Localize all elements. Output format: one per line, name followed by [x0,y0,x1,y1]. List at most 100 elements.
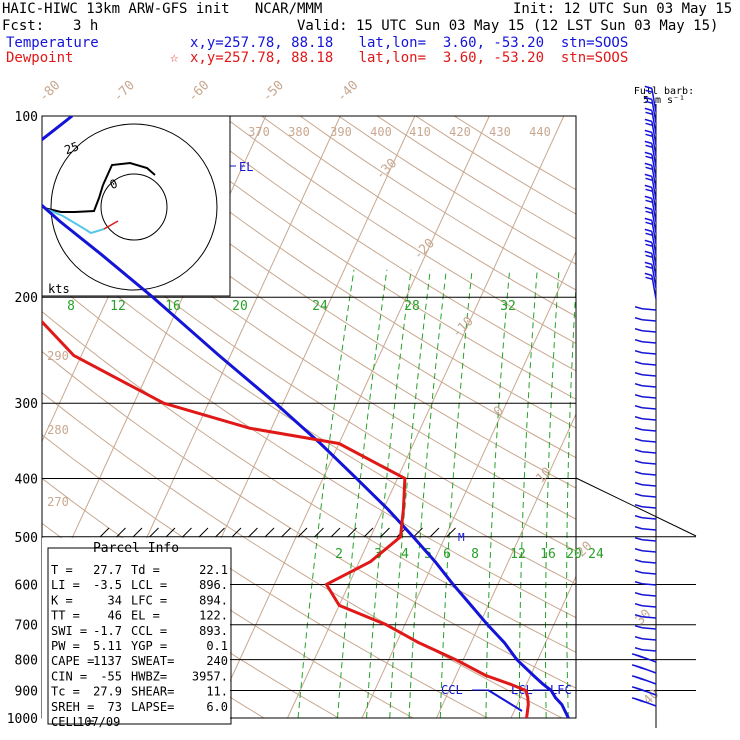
parcel-value: 46 [108,609,122,623]
parcel-label: LAPSE= [131,700,174,714]
wind-barb-flag [634,537,643,541]
parcel-value: 73 [108,700,122,714]
wind-barb-flag [634,416,643,420]
wind-barb-flag [645,232,653,237]
parcel-label: HWBZ= [131,669,167,683]
parcel-value: -1.7 [93,624,122,638]
freezing-level-hatch [446,527,456,538]
theta-line [42,434,489,718]
freezing-level-hatch [281,527,291,538]
wind-barb [641,484,657,487]
wind-barb [641,517,657,520]
pressure-tick-label: 900 [15,684,38,699]
theta-label: 440 [529,125,551,139]
mixing-ratio-line [545,269,560,718]
parcel-box-bg [42,538,230,724]
parcel-label: Tc = [51,685,80,699]
freezing-level-hatch [215,527,225,538]
parcel-value: 122. [199,609,228,623]
el-label: EL [239,160,253,174]
wind-barb-flag [634,317,643,321]
mixing-ratio-label: 24 [312,299,328,314]
freezing-level-hatch [198,527,209,538]
freezing-level-hatch [429,527,440,538]
wind-barb [641,418,657,421]
mixing-ratio-line [600,270,606,718]
temperature-legend: Temperature [6,35,99,51]
wind-barb-flag [634,570,643,574]
mixing-ratio-label: 6 [443,547,451,562]
theta-line [415,116,576,215]
valid-time: Valid: 15 UTC Sun 03 May 15 (12 LST Sun … [297,18,719,34]
freezing-level-hatch [380,527,390,538]
wind-barb-flag [634,592,643,596]
parcel-label: SWI = [51,624,87,638]
freezing-level-hatch [413,527,423,538]
isotherm-label: -70 [111,78,138,105]
wind-barb-flag [634,361,643,365]
freezing-level-hatch [248,527,258,538]
parcel-value: 11. [206,685,228,699]
wind-barb-flag [645,144,653,149]
pressure-tick-label: 800 [15,654,38,669]
parcel-value: 0.1 [206,639,228,653]
theta-label: 290 [47,349,69,363]
pressure-tick-label: 300 [15,397,38,412]
wind-barb-flag [645,243,653,248]
forecast-hour: 3 h [73,18,99,34]
parcel-title: Parcel Info [93,541,179,556]
parcel-value: 894. [199,593,228,607]
wind-barb-flag [634,526,643,530]
wind-barb-flag [645,89,653,94]
chart-header: HAIC-HIWC 13km ARW-GFS init NCAR/MMM Ini… [0,0,740,70]
mixing-ratio-label: 16 [540,547,556,562]
freezing-level-hatch [182,527,192,538]
freezing-level-hatch [132,527,143,538]
mixing-ratio-line [485,269,511,718]
parcel-label: LFC = [131,593,167,607]
hodograph-ring-label: 0 [108,176,120,192]
isotherm-line [586,116,740,718]
parcel-value: 893. [199,624,228,638]
wind-barb-flag [644,261,653,266]
mixing-ratio-line [584,270,592,718]
wind-barb-flag [644,228,653,233]
theta-line [42,161,576,520]
wind-barb [641,407,657,410]
wind-barb-flag [644,184,653,189]
theta-label: 410 [409,125,431,139]
parcel-label: LI = [51,578,80,592]
hodograph-ring-label: 25 [62,139,80,157]
wind-barb-flag [634,383,643,387]
parcel-value: 6.0 [206,700,228,714]
wind-barb-flag [639,655,647,660]
wind-barb [641,539,657,542]
wind-barb-flag [639,688,647,693]
mixing-ratio-label: 12 [510,547,526,562]
hodograph-trace-black [43,184,104,213]
hodograph-units: kts [48,282,70,296]
bevel-line [575,477,697,537]
theta-line [42,272,576,619]
chart-title: HAIC-HIWC 13km ARW-GFS init NCAR/MMM [2,1,323,17]
wind-barb-flag [645,100,653,105]
wind-barb [641,616,657,619]
pressure-tick-label: 200 [15,291,38,306]
theta-label: 430 [489,125,511,139]
wind-barb-flag [634,328,643,332]
mixing-ratio-label: 32 [500,299,516,314]
wind-barb-flag [634,614,643,618]
pressure-tick-label: 400 [15,472,38,487]
isotherm-label: -40 [334,78,361,105]
wind-barb-flag [634,339,643,343]
wind-barb-flag [644,195,653,200]
mixing-ratio-line [439,269,473,718]
wind-barb-flag [644,118,653,123]
wind-barb [641,572,657,575]
freezing-level-hatch [264,527,275,538]
theta-line [145,116,576,400]
ccl-label: CCL [441,683,463,697]
forecast-label: Fcst: [2,18,45,34]
wind-barb [641,506,657,509]
hodograph-trace-upper [102,161,156,186]
